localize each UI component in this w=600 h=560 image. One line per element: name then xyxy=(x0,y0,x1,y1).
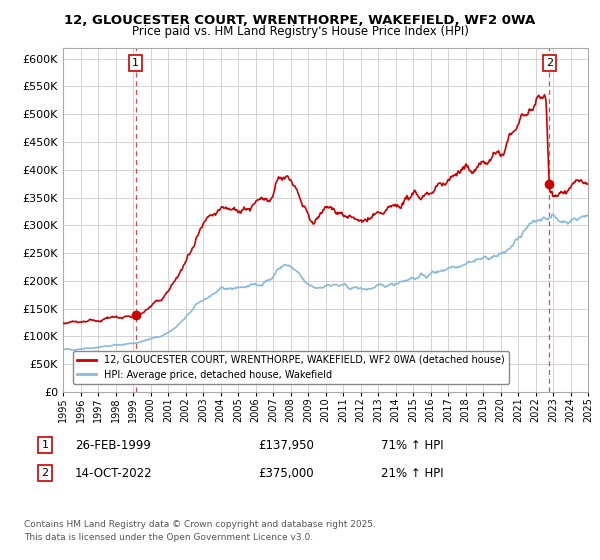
Text: 2: 2 xyxy=(546,58,553,68)
Text: 71% ↑ HPI: 71% ↑ HPI xyxy=(381,438,443,452)
Text: £137,950: £137,950 xyxy=(258,438,314,452)
Text: 26-FEB-1999: 26-FEB-1999 xyxy=(75,438,151,452)
Text: Price paid vs. HM Land Registry's House Price Index (HPI): Price paid vs. HM Land Registry's House … xyxy=(131,25,469,38)
Text: 21% ↑ HPI: 21% ↑ HPI xyxy=(381,466,443,480)
Text: £375,000: £375,000 xyxy=(258,466,314,480)
Text: 12, GLOUCESTER COURT, WRENTHORPE, WAKEFIELD, WF2 0WA: 12, GLOUCESTER COURT, WRENTHORPE, WAKEFI… xyxy=(64,14,536,27)
Text: 1: 1 xyxy=(132,58,139,68)
Text: This data is licensed under the Open Government Licence v3.0.: This data is licensed under the Open Gov… xyxy=(24,533,313,542)
Text: 14-OCT-2022: 14-OCT-2022 xyxy=(75,466,152,480)
Legend: 12, GLOUCESTER COURT, WRENTHORPE, WAKEFIELD, WF2 0WA (detached house), HPI: Aver: 12, GLOUCESTER COURT, WRENTHORPE, WAKEFI… xyxy=(73,351,509,384)
Text: 1: 1 xyxy=(41,440,49,450)
Text: Contains HM Land Registry data © Crown copyright and database right 2025.: Contains HM Land Registry data © Crown c… xyxy=(24,520,376,529)
Text: 2: 2 xyxy=(41,468,49,478)
